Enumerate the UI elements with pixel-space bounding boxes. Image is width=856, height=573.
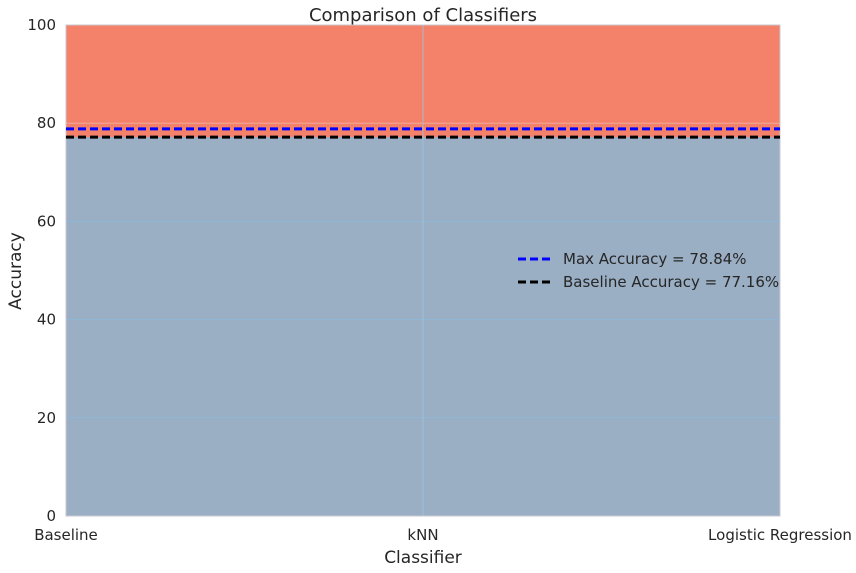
legend-label: Max Accuracy = 78.84% xyxy=(563,250,747,268)
x-tick-label: Baseline xyxy=(34,526,98,544)
legend-label: Baseline Accuracy = 77.16% xyxy=(563,273,779,291)
y-tick-label: 80 xyxy=(37,114,56,132)
y-tick-label: 100 xyxy=(27,16,56,34)
reference-lines xyxy=(66,127,780,139)
legend: Max Accuracy = 78.84% Baseline Accuracy =… xyxy=(518,250,779,291)
y-axis-label: Accuracy xyxy=(6,232,26,310)
plot-frame xyxy=(65,24,781,517)
y-tick-label: 20 xyxy=(37,409,56,427)
chart-title: Comparison of Classifiers xyxy=(309,5,537,26)
grid-lines xyxy=(65,24,781,517)
y-tick-label: 0 xyxy=(46,507,56,525)
x-tick-label: kNN xyxy=(407,526,438,544)
x-tick-label: Logistic Regression xyxy=(708,526,852,544)
x-axis-label: Classifier xyxy=(384,548,462,568)
y-tick-labels: 0 20 40 60 80 100 xyxy=(27,16,56,525)
y-tick-label: 40 xyxy=(37,311,56,329)
y-tick-label: 60 xyxy=(37,212,56,230)
x-tick-labels: Baseline kNN Logistic Regression xyxy=(34,526,852,544)
